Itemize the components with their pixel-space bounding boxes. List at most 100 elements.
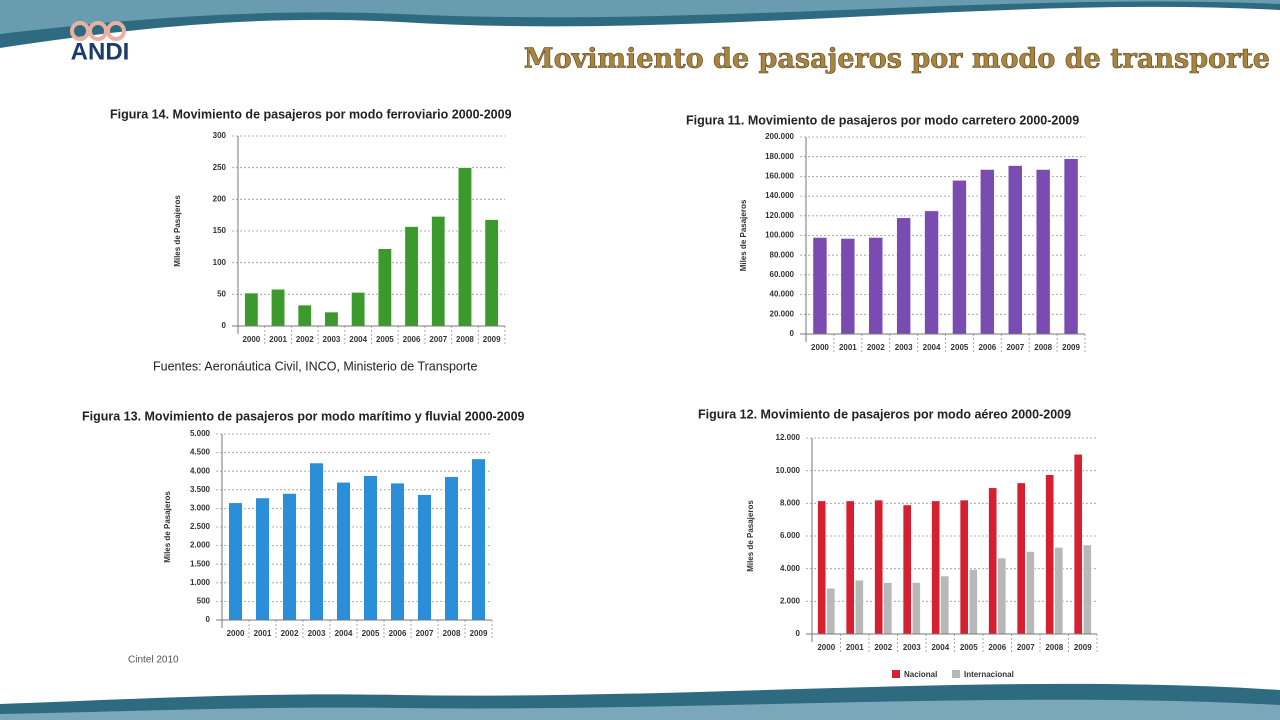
y-tick-label: 6.000 bbox=[780, 531, 801, 540]
x-tick-label: 2008 bbox=[456, 335, 474, 344]
y-tick-label: 300 bbox=[213, 131, 227, 140]
y-tick-label: 80.000 bbox=[770, 250, 795, 259]
x-tick-label: 2009 bbox=[1074, 643, 1092, 652]
y-tick-label: 2.000 bbox=[190, 541, 211, 550]
bar bbox=[817, 500, 827, 635]
bar bbox=[1082, 544, 1092, 635]
bar bbox=[959, 499, 969, 635]
legend-swatch bbox=[952, 670, 960, 678]
bar bbox=[458, 167, 472, 327]
y-tick-label: 0 bbox=[796, 629, 801, 638]
x-tick-label: 2002 bbox=[296, 335, 314, 344]
slide-title: Movimiento de pasajeros por modo de tran… bbox=[524, 44, 1270, 75]
y-tick-label: 0 bbox=[790, 329, 795, 338]
x-tick-label: 2003 bbox=[903, 643, 921, 652]
bar bbox=[1025, 551, 1035, 635]
bar bbox=[997, 557, 1007, 635]
y-tick-label: 100 bbox=[213, 258, 227, 267]
y-axis-label: Miles de Pasajeros bbox=[163, 491, 172, 563]
x-tick-label: 2001 bbox=[839, 343, 857, 352]
bottom-swoosh-light bbox=[0, 699, 1280, 720]
x-tick-label: 2008 bbox=[1045, 643, 1063, 652]
bar bbox=[854, 579, 864, 635]
x-tick-label: 2008 bbox=[1034, 343, 1052, 352]
y-tick-label: 5.000 bbox=[190, 429, 211, 438]
bar bbox=[377, 248, 392, 327]
x-tick-label: 2003 bbox=[895, 343, 913, 352]
source-note: Fuentes: Aeronáutica Civil, INCO, Minist… bbox=[153, 359, 477, 373]
x-tick-label: 2004 bbox=[931, 643, 949, 652]
bar bbox=[980, 169, 995, 335]
bar bbox=[874, 499, 884, 635]
bar bbox=[826, 588, 836, 635]
x-tick-label: 2000 bbox=[242, 335, 260, 344]
x-tick-label: 2006 bbox=[978, 343, 996, 352]
bar bbox=[324, 311, 339, 327]
x-tick-label: 2007 bbox=[1006, 343, 1024, 352]
y-axis-label: Miles de Pasajeros bbox=[173, 195, 182, 267]
y-tick-label: 50 bbox=[217, 289, 226, 298]
y-tick-label: 40.000 bbox=[770, 290, 795, 299]
bar bbox=[968, 569, 978, 635]
x-tick-label: 2002 bbox=[874, 643, 892, 652]
bar bbox=[911, 582, 921, 635]
x-tick-label: 2009 bbox=[1062, 343, 1080, 352]
bar bbox=[431, 216, 446, 327]
bar bbox=[228, 502, 243, 621]
x-tick-label: 2004 bbox=[923, 343, 941, 352]
y-tick-label: 10.000 bbox=[776, 466, 801, 475]
x-tick-label: 2005 bbox=[951, 343, 969, 352]
chart-title: Figura 11. Movimiento de pasajeros por m… bbox=[686, 113, 1079, 127]
y-tick-label: 1.500 bbox=[190, 559, 211, 568]
x-tick-label: 2006 bbox=[988, 643, 1006, 652]
x-tick-label: 2007 bbox=[1017, 643, 1035, 652]
chart-title: Figura 12. Movimiento de pasajeros por m… bbox=[698, 407, 1071, 421]
bar bbox=[255, 497, 270, 621]
bar bbox=[896, 217, 911, 335]
bar bbox=[309, 462, 324, 621]
bar bbox=[1054, 547, 1064, 635]
y-tick-label: 3.000 bbox=[190, 504, 211, 513]
bar bbox=[1073, 454, 1083, 635]
bar bbox=[845, 500, 855, 635]
legend-label: Nacional bbox=[904, 670, 937, 679]
legend-label: Internacional bbox=[964, 670, 1014, 679]
logo-text: ANDI bbox=[71, 38, 130, 65]
y-tick-label: 120.000 bbox=[765, 211, 794, 220]
y-axis-label: Miles de Pasajeros bbox=[739, 199, 748, 271]
y-tick-label: 4.000 bbox=[780, 564, 801, 573]
x-tick-label: 2002 bbox=[281, 629, 299, 638]
x-tick-label: 2001 bbox=[269, 335, 287, 344]
x-tick-label: 2008 bbox=[443, 629, 461, 638]
bar bbox=[868, 237, 883, 335]
bar bbox=[271, 289, 285, 327]
x-tick-label: 2006 bbox=[389, 629, 407, 638]
bar bbox=[282, 493, 297, 621]
bar bbox=[1063, 158, 1079, 335]
bar bbox=[404, 226, 419, 327]
x-tick-label: 2000 bbox=[227, 629, 245, 638]
bar bbox=[444, 476, 459, 621]
x-tick-label: 2005 bbox=[960, 643, 978, 652]
x-tick-label: 2007 bbox=[416, 629, 434, 638]
y-tick-label: 0 bbox=[206, 615, 211, 624]
y-tick-label: 4.500 bbox=[190, 448, 211, 457]
y-tick-label: 4.000 bbox=[190, 466, 211, 475]
bar bbox=[336, 482, 351, 621]
y-tick-label: 60.000 bbox=[770, 270, 795, 279]
legend-swatch bbox=[892, 670, 900, 678]
y-tick-label: 200.000 bbox=[765, 132, 794, 141]
y-tick-label: 150 bbox=[213, 226, 227, 235]
y-tick-label: 1.000 bbox=[190, 578, 211, 587]
bar bbox=[840, 238, 856, 335]
y-tick-label: 3.500 bbox=[190, 485, 211, 494]
y-tick-label: 2.000 bbox=[780, 596, 801, 605]
y-tick-label: 160.000 bbox=[765, 172, 794, 181]
bar bbox=[390, 482, 405, 621]
y-tick-label: 12.000 bbox=[776, 433, 801, 442]
x-tick-label: 2000 bbox=[817, 643, 835, 652]
x-tick-label: 2003 bbox=[308, 629, 326, 638]
bar bbox=[471, 458, 486, 621]
bar bbox=[812, 237, 828, 335]
x-tick-label: 2009 bbox=[470, 629, 488, 638]
